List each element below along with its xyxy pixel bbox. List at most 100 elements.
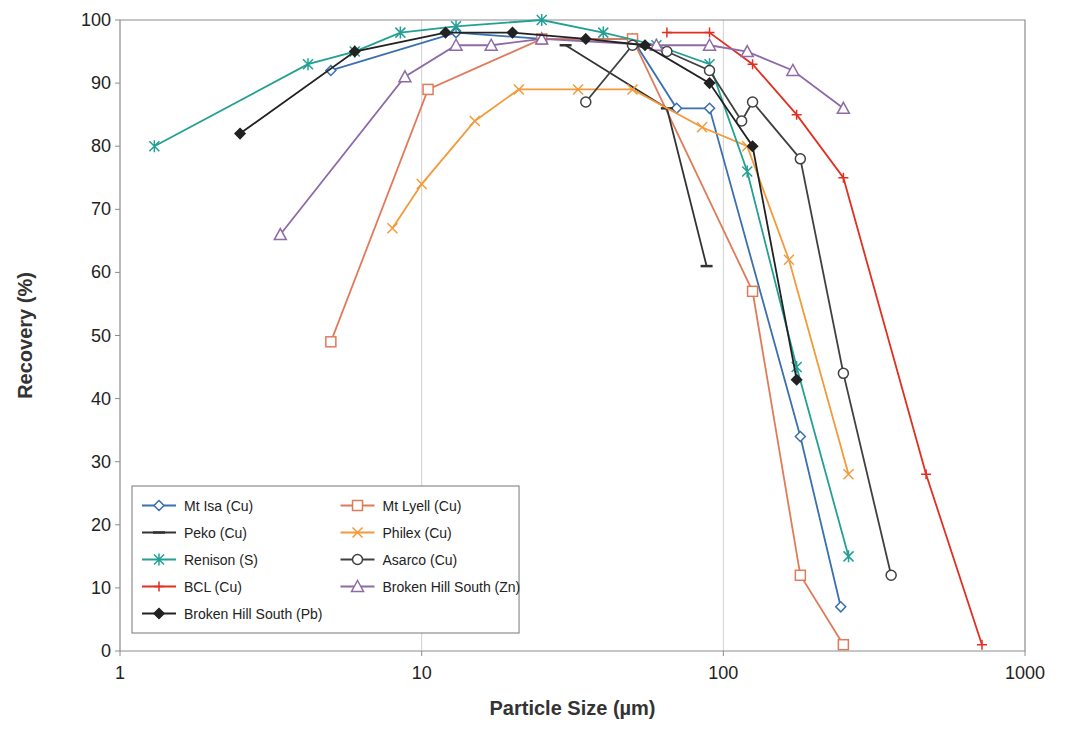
legend-label: Renison (S) <box>184 552 258 568</box>
series-line <box>667 33 982 645</box>
series <box>326 28 846 612</box>
x-tick-label: 100 <box>708 663 738 683</box>
data-point <box>581 97 591 107</box>
data-point <box>274 229 286 240</box>
data-point <box>485 39 497 50</box>
data-point <box>326 337 336 347</box>
data-point <box>628 40 638 50</box>
y-tick-label: 20 <box>91 515 111 535</box>
data-point <box>560 44 572 47</box>
data-point <box>350 47 360 57</box>
y-tick-label: 40 <box>91 389 111 409</box>
series <box>387 84 853 479</box>
data-point <box>451 20 461 32</box>
data-point <box>837 102 849 113</box>
data-point <box>537 14 547 26</box>
legend-marker <box>154 609 164 619</box>
y-tick <box>115 651 120 652</box>
data-point <box>662 28 672 38</box>
legend-label: Broken Hill South (Pb) <box>184 606 323 622</box>
legend: Mt Isa (Cu)Mt Lyell (Cu)Peko (Cu)Philex … <box>132 486 520 633</box>
data-point <box>977 640 987 650</box>
y-tick <box>115 209 120 210</box>
plot-frame <box>120 20 1025 651</box>
data-point <box>303 58 313 70</box>
data-point <box>741 46 753 57</box>
x-tick-label: 1000 <box>1005 663 1045 683</box>
legend-label: Peko (Cu) <box>184 525 247 541</box>
data-point <box>844 550 854 562</box>
data-point <box>705 78 715 88</box>
y-tick <box>115 20 120 21</box>
data-point <box>838 368 848 378</box>
y-tick <box>115 524 120 525</box>
y-tick-label: 30 <box>91 452 111 472</box>
legend-box <box>132 486 519 633</box>
data-point <box>792 110 802 120</box>
data-point <box>697 122 707 132</box>
data-point <box>450 39 462 50</box>
data-point <box>423 84 433 94</box>
data-point <box>628 84 638 94</box>
data-point <box>470 116 480 126</box>
series-line <box>280 39 843 235</box>
y-tick <box>115 335 120 336</box>
y-tick-label: 90 <box>91 73 111 93</box>
grid-line <box>723 20 724 651</box>
y-tick-label: 10 <box>91 578 111 598</box>
series-line <box>392 89 848 474</box>
data-point <box>844 469 854 479</box>
data-point <box>886 570 896 580</box>
data-point <box>704 39 716 50</box>
series <box>326 34 849 650</box>
x-tick <box>120 651 121 656</box>
y-tick-label: 0 <box>101 641 111 661</box>
legend-label: Mt Lyell (Cu) <box>383 498 462 514</box>
series-line <box>566 45 707 266</box>
series-line <box>154 20 848 556</box>
data-point <box>581 34 591 44</box>
y-tick-label: 80 <box>91 136 111 156</box>
background <box>0 0 1065 750</box>
series <box>235 28 802 385</box>
series <box>662 28 987 650</box>
series <box>560 45 713 266</box>
data-point <box>640 40 650 50</box>
data-point <box>441 28 451 38</box>
data-point <box>387 223 397 233</box>
data-point <box>838 173 848 183</box>
legend-marker <box>353 528 363 538</box>
x-tick-label: 10 <box>412 663 432 683</box>
y-tick <box>115 398 120 399</box>
data-point <box>399 71 411 82</box>
data-point <box>836 602 846 612</box>
x-axis-title: Particle Size (µm) <box>489 697 655 719</box>
data-point <box>149 140 159 152</box>
legend-label: Mt Isa (Cu) <box>184 498 253 514</box>
data-point <box>235 129 245 139</box>
x-tick <box>421 651 422 656</box>
series <box>581 40 896 580</box>
y-tick-label: 100 <box>81 10 111 30</box>
series-line <box>331 39 844 645</box>
data-point <box>748 97 758 107</box>
data-point <box>705 65 715 75</box>
data-point <box>350 46 360 58</box>
y-tick <box>115 461 120 462</box>
legend-marker <box>353 555 363 565</box>
data-point <box>748 286 758 296</box>
legend-label: Broken Hill South (Zn) <box>383 579 521 595</box>
data-point <box>701 265 713 268</box>
y-tick-label: 60 <box>91 262 111 282</box>
legend-label: Asarco (Cu) <box>383 552 458 568</box>
data-point <box>573 84 583 94</box>
data-point <box>787 64 799 75</box>
legend-label: BCL (Cu) <box>184 579 242 595</box>
series-line <box>240 33 797 380</box>
data-point <box>795 570 805 580</box>
y-tick <box>115 83 120 84</box>
data-point <box>748 141 758 151</box>
data-point <box>792 375 802 385</box>
data-point <box>748 59 758 69</box>
series <box>274 33 849 240</box>
